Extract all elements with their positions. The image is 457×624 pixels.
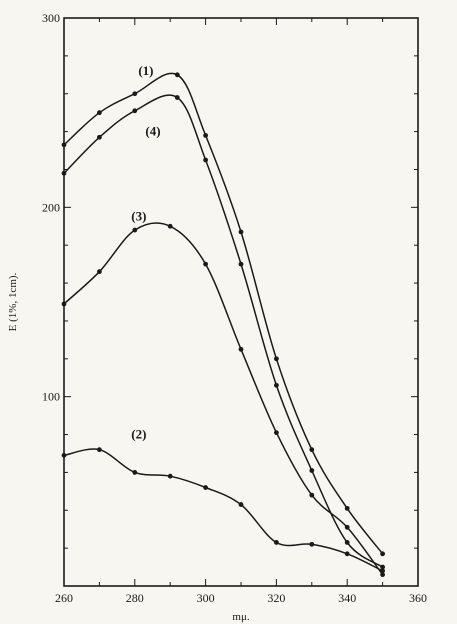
y-tick-label: 300 <box>42 11 60 25</box>
data-point <box>132 470 138 475</box>
data-point <box>61 452 67 458</box>
series-labels: (1) (4) (3) (2) <box>131 63 160 442</box>
data-point <box>203 132 209 138</box>
data-point <box>97 110 102 116</box>
data-point <box>174 72 180 78</box>
data-point <box>238 261 244 267</box>
data-point <box>132 108 138 114</box>
data-point <box>380 551 385 557</box>
data-point <box>344 551 350 557</box>
data-point <box>167 223 173 229</box>
data-point <box>380 572 385 578</box>
data-point <box>203 157 209 163</box>
series-line <box>63 94 384 568</box>
y-tick-label: 100 <box>42 390 60 404</box>
plot-frame <box>63 17 419 587</box>
series-4 <box>61 447 385 574</box>
data-point <box>238 502 244 507</box>
x-tick-label: 260 <box>55 591 73 605</box>
data-point <box>61 301 67 307</box>
series-line <box>63 72 384 555</box>
series-1 <box>61 72 385 557</box>
data-point <box>238 346 244 352</box>
data-point <box>274 430 279 436</box>
data-point <box>309 541 315 547</box>
data-point <box>203 261 209 267</box>
series-label: (1) <box>138 63 153 78</box>
series-3 <box>61 222 385 578</box>
x-tick-label: 280 <box>126 591 144 605</box>
data-point <box>380 568 385 574</box>
data-point <box>61 170 67 176</box>
data-point <box>238 229 244 235</box>
x-tick-label: 360 <box>409 591 427 605</box>
series-layer <box>61 72 385 578</box>
tick-labels: 260 280 300 320 340 360 100 200 300 <box>42 11 427 605</box>
data-point <box>132 91 138 97</box>
data-point <box>97 269 102 275</box>
data-point <box>61 142 67 148</box>
x-tick-label: 340 <box>338 591 356 605</box>
y-tick-label: 200 <box>42 200 60 214</box>
axis-ticks <box>63 17 419 587</box>
data-point <box>274 382 279 388</box>
data-point <box>274 356 279 362</box>
x-tick-label: 320 <box>267 591 285 605</box>
data-point <box>344 505 350 511</box>
data-point <box>380 564 385 570</box>
x-axis-title: mμ. <box>232 611 249 623</box>
data-point <box>344 540 350 545</box>
series-label: (3) <box>131 209 146 224</box>
series-line <box>63 222 384 576</box>
data-point <box>344 524 350 530</box>
data-point <box>309 447 315 453</box>
data-point <box>203 485 209 490</box>
series-label: (4) <box>145 123 160 138</box>
data-point <box>309 468 315 473</box>
data-point <box>309 492 315 498</box>
series-label: (2) <box>131 426 146 441</box>
data-point <box>174 95 180 100</box>
series-line <box>63 448 383 572</box>
data-point <box>132 227 138 233</box>
y-axis-title: E (1%, 1cm). <box>7 272 19 331</box>
data-point <box>274 540 279 545</box>
data-point <box>167 473 173 479</box>
x-tick-label: 300 <box>197 591 215 605</box>
series-2 <box>61 94 385 570</box>
data-point <box>97 134 102 140</box>
data-point <box>97 447 102 453</box>
